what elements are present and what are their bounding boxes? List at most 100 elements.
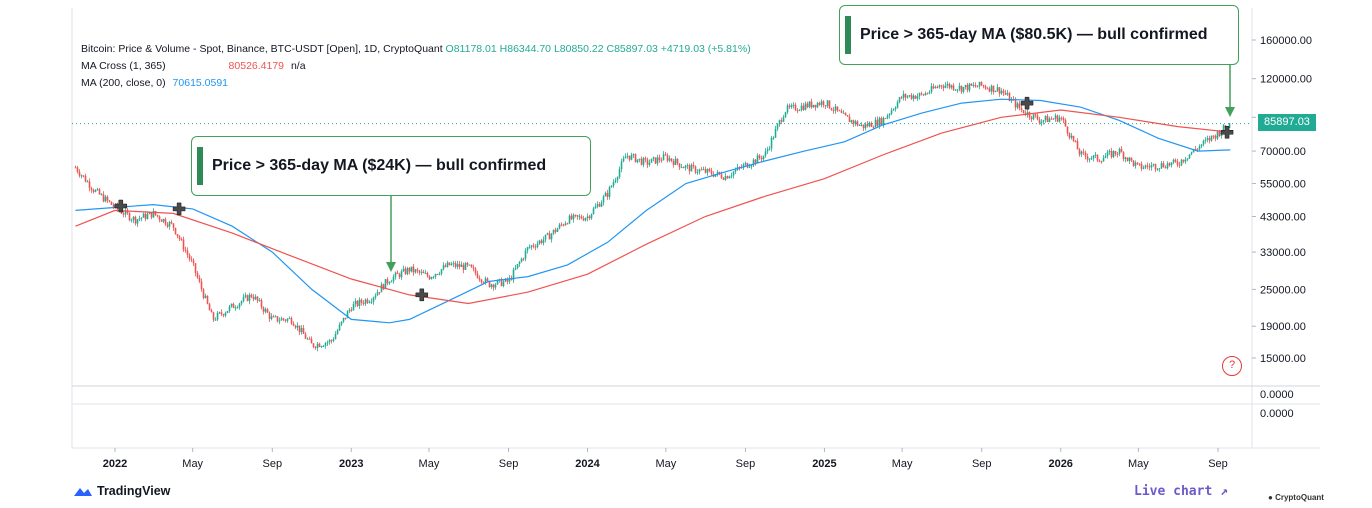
price-candle xyxy=(1194,149,1197,151)
price-candle xyxy=(886,115,889,119)
annotation-80k: Price > 365-day MA ($80.5K) — bull confi… xyxy=(839,5,1239,65)
price-candle xyxy=(426,273,429,277)
price-candle xyxy=(816,103,819,108)
price-candle xyxy=(1000,90,1003,94)
price-candle xyxy=(774,128,777,138)
price-candle xyxy=(104,196,107,202)
price-candle xyxy=(156,214,159,217)
price-candle xyxy=(616,177,619,181)
price-candle xyxy=(376,292,379,296)
price-candle xyxy=(920,93,923,95)
price-candle xyxy=(224,312,227,316)
cryptoquant-icon: ● xyxy=(1268,493,1273,502)
price-candle xyxy=(672,160,675,165)
price-candle xyxy=(1126,157,1129,161)
price-candle xyxy=(1102,158,1105,162)
price-candle xyxy=(724,176,727,180)
price-candle xyxy=(340,321,343,325)
price-candle xyxy=(472,267,475,269)
price-candle xyxy=(74,167,77,169)
price-candle xyxy=(436,274,439,276)
y-tick-label: 160000.00 xyxy=(1260,35,1312,47)
price-candle xyxy=(1108,150,1111,153)
price-candle xyxy=(882,118,885,125)
price-candle xyxy=(384,279,387,290)
price-candle xyxy=(292,323,295,326)
annotation-24k: Price > 365-day MA ($24K) — bull confirm… xyxy=(191,136,591,196)
price-candle xyxy=(322,345,325,347)
price-candle xyxy=(752,159,755,166)
price-candle xyxy=(172,223,175,228)
price-candle xyxy=(478,278,481,280)
price-candle xyxy=(1078,149,1081,155)
price-candle xyxy=(530,245,533,248)
price-candle xyxy=(1082,151,1085,153)
price-candle xyxy=(700,169,703,171)
tradingview-logo[interactable]: TradingView xyxy=(73,484,170,498)
price-candle xyxy=(688,165,691,172)
price-candle xyxy=(822,101,825,106)
price-candle xyxy=(250,294,253,298)
price-candle xyxy=(836,106,839,111)
price-candle xyxy=(168,221,171,227)
price-candle xyxy=(490,284,493,288)
live-chart-link[interactable]: Live chart ↗ xyxy=(1134,484,1228,499)
price-candle xyxy=(346,311,349,319)
price-candle xyxy=(170,221,173,224)
price-candle xyxy=(1158,168,1161,170)
price-candle xyxy=(410,266,413,272)
price-candle xyxy=(820,101,823,105)
price-candle xyxy=(284,319,287,321)
price-candle xyxy=(680,167,683,169)
price-candle xyxy=(1038,119,1041,123)
price-candle xyxy=(454,263,457,267)
price-candle xyxy=(1070,135,1073,138)
price-candle xyxy=(922,94,925,96)
price-candle xyxy=(642,158,645,165)
legend-ohlc: O81178.01 H86344.70 L80850.22 C85897.03 … xyxy=(445,43,751,55)
price-candle xyxy=(232,303,235,309)
x-tick-label: Sep xyxy=(1208,458,1228,470)
price-candle xyxy=(282,318,285,320)
price-candle xyxy=(258,300,261,302)
price-candle xyxy=(734,170,737,172)
price-candle xyxy=(406,268,409,274)
price-candle xyxy=(980,81,983,86)
price-candle xyxy=(1100,161,1103,163)
help-icon[interactable]: ? xyxy=(1222,356,1242,376)
price-candle xyxy=(726,176,729,179)
price-candle xyxy=(162,219,165,222)
price-candle xyxy=(876,119,879,126)
price-candle xyxy=(850,120,853,123)
price-candle xyxy=(218,312,221,314)
price-candle xyxy=(330,340,333,342)
price-candle xyxy=(1030,117,1033,120)
price-candle xyxy=(318,343,321,347)
price-candle xyxy=(334,334,337,340)
price-candle xyxy=(208,303,211,311)
price-candle xyxy=(402,268,405,272)
price-candle xyxy=(82,175,85,177)
price-candle xyxy=(926,93,929,95)
price-candle xyxy=(518,262,521,265)
price-candle xyxy=(560,224,563,226)
price-candle xyxy=(160,219,163,222)
price-candle xyxy=(1004,92,1007,95)
price-candle xyxy=(948,83,951,88)
price-candle xyxy=(1172,159,1175,163)
price-candle xyxy=(210,310,213,313)
price-candle xyxy=(670,158,673,161)
price-candle xyxy=(106,196,109,201)
price-candle xyxy=(414,269,417,273)
price-candle xyxy=(394,272,397,277)
price-candle xyxy=(898,97,901,103)
price-candle xyxy=(888,113,891,116)
price-candle xyxy=(1156,169,1159,171)
price-candle xyxy=(124,210,127,215)
price-candle xyxy=(824,105,827,107)
price-candle xyxy=(1132,160,1135,166)
price-candle xyxy=(88,181,91,189)
price-candle xyxy=(492,284,495,288)
price-candle xyxy=(722,178,725,180)
price-candle xyxy=(408,268,411,272)
